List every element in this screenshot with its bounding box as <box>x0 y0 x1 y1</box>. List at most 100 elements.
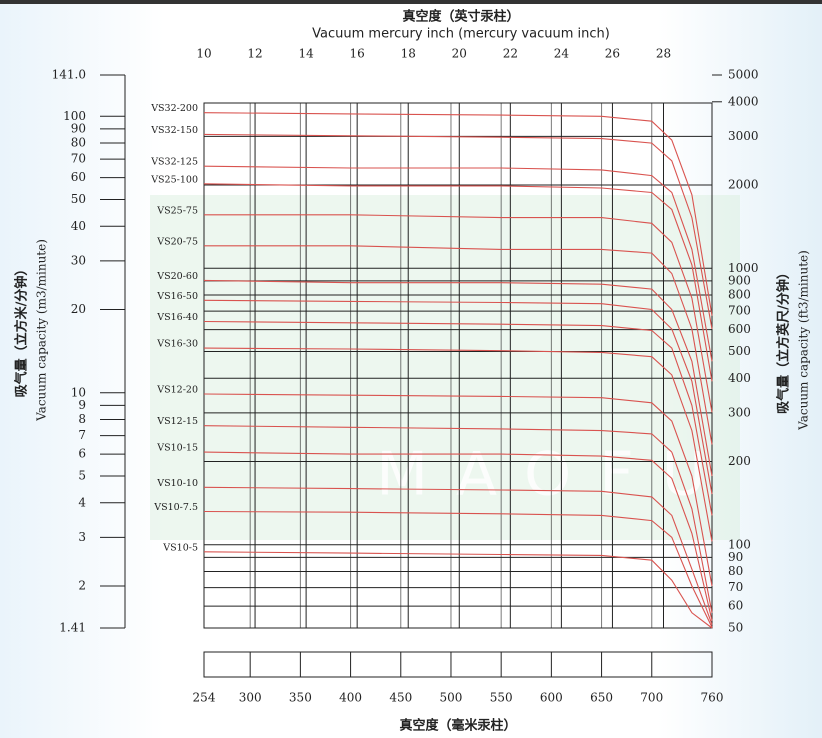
series-label: VS10-10 <box>156 478 198 489</box>
curve <box>203 425 713 613</box>
y2-tick-label: 600 <box>728 322 751 336</box>
curve <box>203 347 713 542</box>
series-label: VS32-150 <box>150 125 198 136</box>
x-tick-label: 700 <box>640 691 663 705</box>
curve <box>203 486 713 625</box>
y2-tick-label: 200 <box>728 454 751 468</box>
y2-tick-label: 2000 <box>728 178 759 192</box>
y-tick-label: 30 <box>71 253 86 267</box>
series-label: VS10-5 <box>162 542 198 553</box>
curve <box>204 214 713 413</box>
curve <box>203 279 713 477</box>
y2-tick-label: 5000 <box>728 68 759 82</box>
y2-tick-label: 80 <box>728 564 743 578</box>
series-label: VS32-200 <box>150 103 198 114</box>
y2-tick-label: 90 <box>728 550 743 564</box>
series-label: VS12-15 <box>156 416 198 427</box>
x-tick-label: 450 <box>389 691 412 705</box>
x2-tick-label: 28 <box>656 47 671 61</box>
curve <box>203 299 713 495</box>
x2-tick-label: 24 <box>554 47 570 61</box>
series-label: VS25-75 <box>156 205 198 216</box>
x2-tick-label: 14 <box>298 47 314 61</box>
y-tick-label: 141.0 <box>52 68 86 82</box>
y2-tick-label: 4000 <box>728 94 759 108</box>
watermark: MAOFU <box>376 440 733 510</box>
x-tick-label: 300 <box>239 691 262 705</box>
x2-tick-label: 12 <box>247 47 262 61</box>
y-tick-label: 2 <box>78 579 86 593</box>
series-label: VS10-7.5 <box>153 502 198 513</box>
curve <box>203 165 713 362</box>
y-tick-label: 100 <box>63 109 86 123</box>
y2-axis-label-en: Vacuum capacity (ft3/minute) <box>797 250 811 431</box>
x-tick-label: 400 <box>339 691 362 705</box>
x-tick-label: 650 <box>590 691 613 705</box>
y2-tick-label: 1000 <box>728 261 759 275</box>
curve <box>203 510 713 628</box>
x-tick-label: 600 <box>540 691 563 705</box>
series-label: VS16-30 <box>156 339 198 350</box>
x-axis-label: 真空度（毫米汞柱） <box>399 718 516 734</box>
x-tick-label: 254 <box>193 691 216 705</box>
y-tick-label: 40 <box>71 219 86 233</box>
y-tick-label: 9 <box>78 398 86 412</box>
x2-tick-label: 22 <box>503 47 518 61</box>
y-tick-label: 70 <box>71 152 86 166</box>
y2-tick-label: 100 <box>728 537 751 551</box>
y-tick-label: 8 <box>78 412 86 426</box>
x-tick-label: 760 <box>701 691 724 705</box>
curve <box>203 133 713 330</box>
y2-tick-label: 800 <box>728 288 751 302</box>
y-tick-label: 80 <box>71 136 86 150</box>
y2-tick-label: 500 <box>728 344 751 358</box>
x-tick-label: 500 <box>440 691 463 705</box>
y-tick-label: 4 <box>78 495 86 509</box>
series-label: VS20-75 <box>156 236 198 247</box>
curve <box>203 112 713 316</box>
x-tick-label: 350 <box>289 691 312 705</box>
series-label: VS20-60 <box>156 271 198 282</box>
y-tick-label: 60 <box>71 170 86 184</box>
chart-subtitle: Vacuum mercury inch (mercury vacuum inch… <box>312 27 610 42</box>
x2-tick-label: 10 <box>196 47 211 61</box>
curve <box>203 183 713 382</box>
top-border <box>0 0 822 4</box>
y-tick-label: 5 <box>78 468 86 482</box>
y-tick-label: 3 <box>78 530 86 544</box>
series-label: VS16-50 <box>156 291 198 302</box>
y-tick-label: 7 <box>78 428 86 442</box>
curve <box>204 245 713 445</box>
y2-tick-label: 300 <box>728 405 751 419</box>
series-label: VS16-40 <box>156 312 198 323</box>
y-tick-label: 6 <box>78 447 86 461</box>
x2-tick-label: 18 <box>401 47 416 61</box>
series-label: VS32-125 <box>150 157 198 168</box>
y2-tick-label: 700 <box>728 304 751 318</box>
y-tick-label: 10 <box>71 385 86 399</box>
curve <box>203 393 713 587</box>
y-tick-label: 1.41 <box>59 621 86 635</box>
y-tick-label: 50 <box>71 192 86 206</box>
x2-tick-label: 16 <box>350 47 365 61</box>
x-tick-label: 550 <box>490 691 513 705</box>
y-axis-label-en: Vacuum capacity (m3/minute) <box>35 239 49 422</box>
curve <box>203 320 713 516</box>
y2-tick-label: 70 <box>728 580 743 594</box>
y2-tick-label: 900 <box>728 273 751 287</box>
y2-axis-label: 吸气量（立方英尺/分钟） <box>776 266 792 414</box>
series-label: VS10-15 <box>156 443 198 454</box>
curve <box>203 551 713 629</box>
y2-tick-label: 50 <box>728 621 743 635</box>
series-label: VS25-100 <box>150 174 198 185</box>
y-tick-label: 20 <box>71 302 86 316</box>
curve <box>203 451 713 621</box>
y2-tick-label: 3000 <box>728 129 759 143</box>
y2-tick-label: 400 <box>728 371 751 385</box>
y2-tick-label: 60 <box>728 599 743 613</box>
chart-title: 真空度（英寸汞柱） <box>402 9 519 25</box>
series-label: VS12-20 <box>156 384 198 395</box>
